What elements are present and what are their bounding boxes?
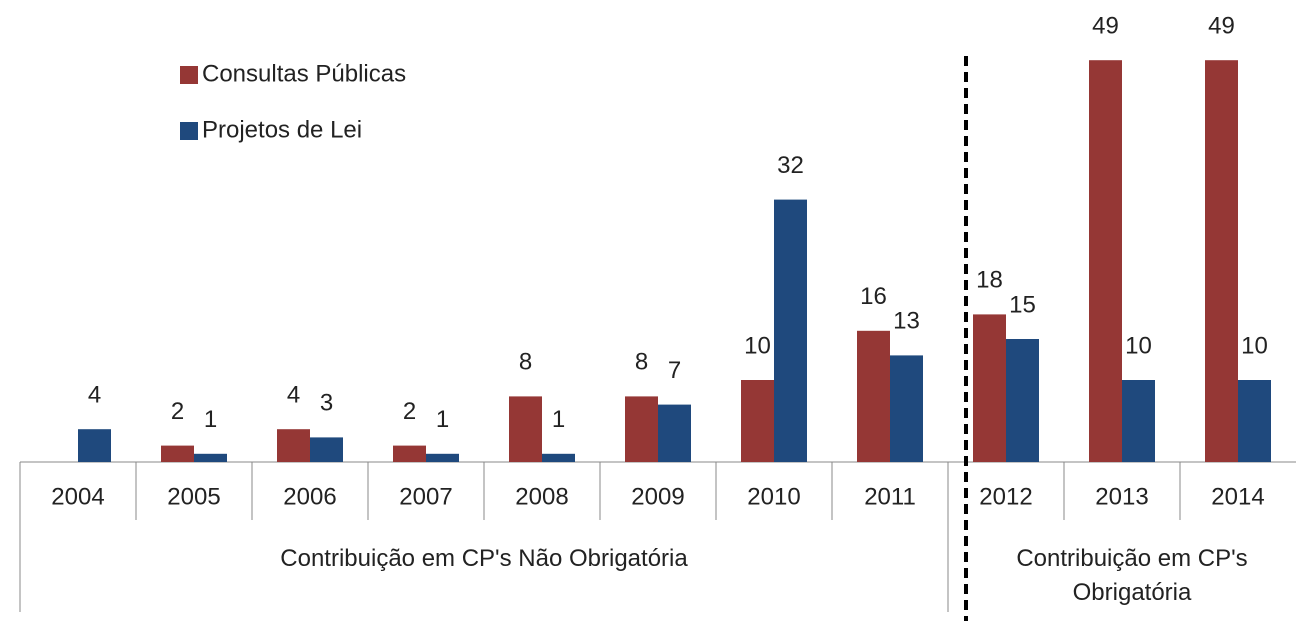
x-tick-label: 2013 [1095, 483, 1148, 510]
x-tick-label: 2008 [515, 483, 568, 510]
bar [78, 429, 111, 462]
legend-swatch [180, 122, 198, 140]
x-tick-label: 2009 [631, 483, 684, 510]
bar [509, 396, 542, 462]
bar [1205, 60, 1238, 462]
data-label: 8 [519, 349, 532, 376]
bar [1089, 60, 1122, 462]
legend-label: Consultas Públicas [202, 60, 406, 87]
bar [1238, 380, 1271, 462]
x-tick-label: 2007 [399, 483, 452, 510]
data-label: 4 [287, 382, 300, 409]
x-tick-label: 2012 [979, 483, 1032, 510]
bar [426, 453, 459, 462]
data-label: 13 [893, 308, 920, 335]
bar [1006, 339, 1039, 462]
x-tick-label: 2004 [51, 483, 104, 510]
bar [393, 445, 426, 462]
bar [774, 199, 807, 462]
bar [658, 404, 691, 462]
bar [1122, 380, 1155, 462]
bar [973, 314, 1006, 462]
data-label: 32 [777, 152, 804, 179]
x-tick-label: 2010 [747, 483, 800, 510]
data-label: 15 [1009, 291, 1036, 318]
x-tick-label: 2011 [864, 483, 916, 510]
data-label: 10 [1241, 332, 1268, 359]
bar [741, 380, 774, 462]
bar [542, 453, 575, 462]
bar [194, 453, 227, 462]
data-label: 16 [860, 283, 887, 310]
data-label: 8 [635, 349, 648, 376]
x-tick-label: 2014 [1211, 483, 1264, 510]
group-label: Contribuição em CP's Não Obrigatória [280, 545, 688, 572]
bar [625, 396, 658, 462]
bar [310, 437, 343, 462]
data-label: 1 [552, 406, 565, 433]
data-label: 18 [976, 267, 1003, 294]
data-label: 49 [1092, 13, 1119, 40]
bar [277, 429, 310, 462]
group-label: Contribuição em CP's Obrigatória [1016, 545, 1248, 606]
data-label: 49 [1208, 13, 1235, 40]
x-tick-label: 2006 [283, 483, 336, 510]
data-label: 1 [436, 406, 449, 433]
legend-swatch [180, 66, 198, 84]
data-label: 4 [88, 382, 101, 409]
x-tick-label: 2005 [167, 483, 220, 510]
bar [161, 445, 194, 462]
data-label: 7 [668, 357, 681, 384]
data-label: 10 [1125, 332, 1152, 359]
data-label: 3 [320, 390, 333, 417]
legend-label: Projetos de Lei [202, 116, 362, 143]
data-label: 10 [744, 332, 771, 359]
bar [857, 330, 890, 462]
bar [890, 355, 923, 462]
data-label: 1 [204, 406, 217, 433]
data-label: 2 [403, 398, 416, 425]
data-label: 2 [171, 398, 184, 425]
